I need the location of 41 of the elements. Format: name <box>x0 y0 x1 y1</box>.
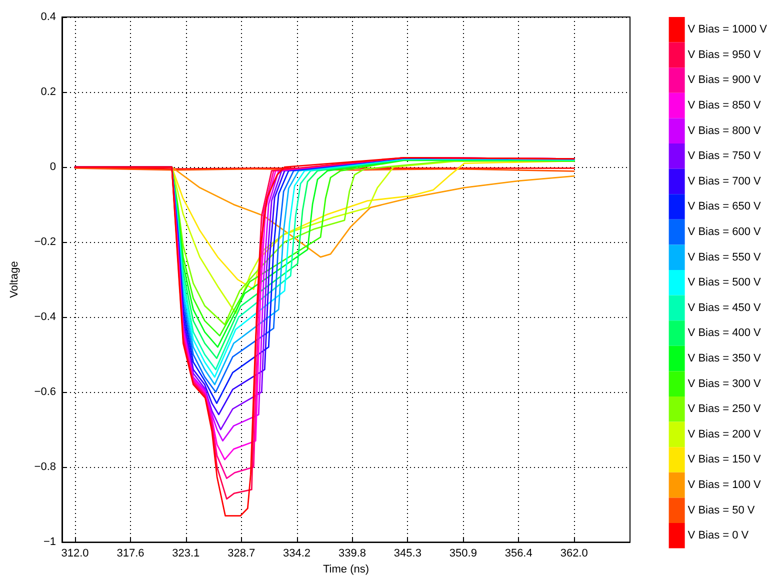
legend-label: V Bias = 900 V <box>688 74 762 86</box>
x-tick-label: 362.0 <box>560 548 588 560</box>
legend-label: V Bias = 100 V <box>688 479 762 492</box>
y-tick-label: 0.2 <box>40 86 56 98</box>
legend-label: V Bias = 600 V <box>688 226 762 238</box>
x-tick-label: 356.4 <box>504 548 532 560</box>
legend-label: V Bias = 0 V <box>688 530 750 542</box>
x-tick-label: 334.2 <box>283 548 311 560</box>
x-tick-label: 323.1 <box>172 548 200 560</box>
legend-label: V Bias = 550 V <box>688 251 762 264</box>
legend-label: V Bias = 450 V <box>688 302 762 314</box>
y-tick-label: −0.4 <box>34 311 56 324</box>
legend-label: V Bias = 750 V <box>688 150 762 162</box>
legend-label: V Bias = 400 V <box>688 327 762 340</box>
legend-label: V Bias = 50 V <box>688 504 756 516</box>
x-tick-label: 345.3 <box>394 548 422 560</box>
y-axis-title: Voltage <box>8 261 20 298</box>
legend-label: V Bias = 650 V <box>688 200 762 213</box>
x-tick-label: 328.7 <box>228 548 256 560</box>
y-tick-label: 0 <box>50 161 56 174</box>
legend-label: V Bias = 1000 V <box>688 24 768 36</box>
x-tick-label: 312.0 <box>61 548 89 560</box>
y-tick-label: 0.4 <box>40 11 56 23</box>
legend-label: V Bias = 800 V <box>688 124 762 137</box>
y-tick-label: −0.6 <box>34 386 56 398</box>
legend-label: V Bias = 350 V <box>688 352 762 365</box>
legend-label: V Bias = 850 V <box>688 100 762 112</box>
y-tick-label: −1 <box>43 536 56 548</box>
legend-label: V Bias = 300 V <box>688 378 762 390</box>
x-tick-label: 317.6 <box>116 548 144 560</box>
legend-label: V Bias = 950 V <box>688 48 762 61</box>
legend-label: V Bias = 200 V <box>688 428 762 440</box>
legend-label: V Bias = 250 V <box>688 403 762 416</box>
x-axis-title: Time (ns) <box>322 564 370 576</box>
legend-label: V Bias = 700 V <box>688 175 762 188</box>
x-tick-label: 350.9 <box>449 548 477 560</box>
legend-label: V Bias = 150 V <box>688 454 762 466</box>
y-tick-label: −0.8 <box>34 461 56 474</box>
legend-label: V Bias = 500 V <box>688 276 762 289</box>
x-tick-label: 339.8 <box>338 548 366 560</box>
y-tick-label: −0.2 <box>34 236 56 248</box>
